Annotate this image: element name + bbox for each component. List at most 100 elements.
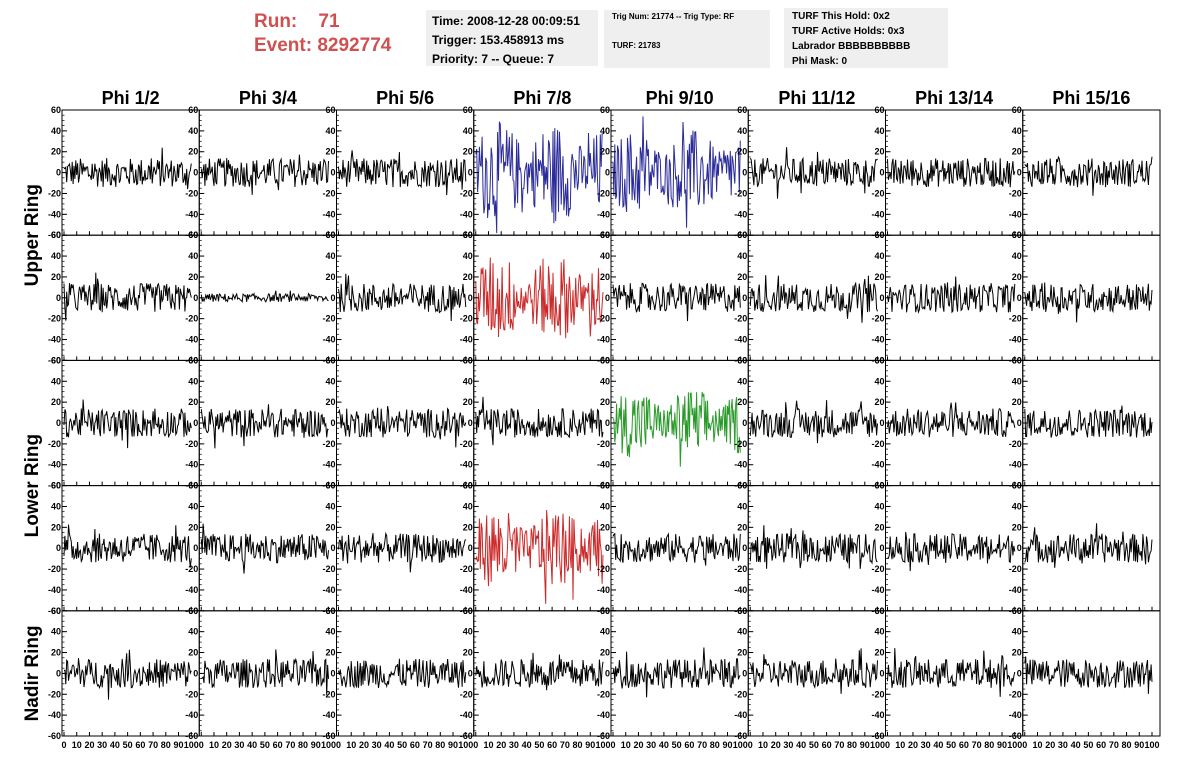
y-tick-label: 0 (56, 293, 61, 303)
y-tick-label: 40 (1012, 501, 1022, 511)
y-tick-label: 20 (325, 272, 335, 282)
y-tick-label: 0 (605, 168, 610, 178)
y-tick-label: -40 (597, 585, 610, 595)
y-tick-label: 20 (51, 522, 61, 532)
y-tick-label: 0 (1017, 418, 1022, 428)
y-tick-label: 0 (605, 668, 610, 678)
y-tick-label: 0 (56, 668, 61, 678)
y-tick-label: 60 (600, 230, 610, 240)
y-tick-label: 20 (1012, 272, 1022, 282)
y-tick-label: -40 (1009, 335, 1022, 345)
y-tick-label: -40 (322, 335, 335, 345)
column-title: Phi 1/2 (102, 88, 160, 108)
y-tick-label: 20 (1012, 522, 1022, 532)
y-tick-label: 40 (188, 376, 198, 386)
y-tick-label: -20 (871, 188, 884, 198)
waveform-trace (612, 282, 741, 322)
run-label: Run: (254, 11, 298, 32)
x-tick-label: 30 (234, 740, 244, 750)
x-tick-label: 100 (1007, 740, 1022, 750)
x-tick-label: 30 (1058, 740, 1068, 750)
x-tick-label: 90 (997, 740, 1007, 750)
waveform-trace (201, 649, 329, 696)
y-tick-label: 40 (737, 376, 747, 386)
x-tick-label: 50 (534, 740, 544, 750)
y-tick-label: 0 (468, 168, 473, 178)
x-tick-label: 40 (522, 740, 532, 750)
x-tick-label: 50 (672, 740, 682, 750)
waveform-trace (63, 399, 192, 449)
y-tick-label: 20 (325, 522, 335, 532)
y-tick-label: 0 (193, 543, 198, 553)
y-tick-label: 20 (874, 648, 884, 658)
y-tick-label: 0 (56, 418, 61, 428)
y-tick-label: -20 (734, 689, 747, 699)
y-tick-label: 20 (600, 522, 610, 532)
panel-frame (473, 610, 612, 737)
y-tick-label: 20 (874, 272, 884, 282)
waveform-trace (1024, 656, 1153, 694)
waveform-trace (887, 648, 1016, 697)
y-tick-label: -40 (185, 710, 198, 720)
y-tick-label: 0 (193, 668, 198, 678)
y-tick-label: 20 (737, 147, 747, 157)
y-tick-label: 0 (879, 418, 884, 428)
y-tick-label: 60 (188, 481, 198, 491)
y-tick-label: -20 (322, 188, 335, 198)
y-tick-label: 20 (51, 272, 61, 282)
y-tick-label: 20 (737, 522, 747, 532)
y-tick-label: 0 (742, 668, 747, 678)
y-tick-label: -40 (48, 335, 61, 345)
y-tick-label: 0 (468, 293, 473, 303)
y-tick-label: -20 (871, 564, 884, 574)
y-tick-label: -40 (322, 460, 335, 470)
y-tick-label: 40 (188, 251, 198, 261)
y-tick-label: 20 (463, 397, 473, 407)
turf-this-hold-text: TURF This Hold: 0x2 (792, 11, 890, 22)
y-tick-label: 40 (463, 501, 473, 511)
x-tick-label: 80 (161, 740, 171, 750)
x-tick-label: 70 (972, 740, 982, 750)
x-tick-label: 20 (496, 740, 506, 750)
x-tick-label: 40 (659, 740, 669, 750)
y-tick-label: 20 (51, 147, 61, 157)
x-tick-label: 80 (435, 740, 445, 750)
y-tick-label: 40 (463, 251, 473, 261)
waveform-trace (749, 147, 878, 199)
y-tick-label: 40 (463, 126, 473, 136)
y-tick-label: -40 (597, 710, 610, 720)
x-tick-label: 10 (209, 740, 219, 750)
y-tick-label: -40 (460, 335, 473, 345)
y-tick-label: 0 (605, 418, 610, 428)
x-tick-label: 20 (84, 740, 94, 750)
x-tick-label: 50 (946, 740, 956, 750)
x-tick-label: 80 (573, 740, 583, 750)
waveform-trace (887, 402, 1016, 438)
y-tick-label: 40 (51, 251, 61, 261)
y-tick-label: -20 (734, 314, 747, 324)
x-tick-label: 70 (834, 740, 844, 750)
run-event-block: Run: 71 Event: 8292774 (254, 10, 391, 58)
x-tick-label: 90 (723, 740, 733, 750)
turf-info-box: TURF This Hold: 0x2 TURF Active Holds: 0… (784, 8, 948, 68)
x-tick-label: 0 (336, 740, 341, 750)
y-tick-label: 40 (874, 501, 884, 511)
column-title: Phi 9/10 (646, 88, 714, 108)
y-tick-label: -20 (460, 689, 473, 699)
x-tick-label: 10 (1032, 740, 1042, 750)
waveform-trace (475, 396, 604, 446)
y-tick-label: 40 (1012, 126, 1022, 136)
x-tick-label: 10 (346, 740, 356, 750)
y-tick-label: -40 (734, 460, 747, 470)
y-tick-label: 20 (600, 147, 610, 157)
x-tick-label: 10 (895, 740, 905, 750)
y-tick-label: -40 (322, 585, 335, 595)
y-tick-label: 40 (51, 376, 61, 386)
y-tick-label: 0 (605, 293, 610, 303)
x-tick-label: 50 (1083, 740, 1093, 750)
y-tick-label: 20 (600, 272, 610, 282)
y-tick-label: -60 (597, 731, 610, 741)
x-tick-label: 50 (397, 740, 407, 750)
y-tick-label: 60 (51, 230, 61, 240)
y-tick-label: -40 (871, 585, 884, 595)
